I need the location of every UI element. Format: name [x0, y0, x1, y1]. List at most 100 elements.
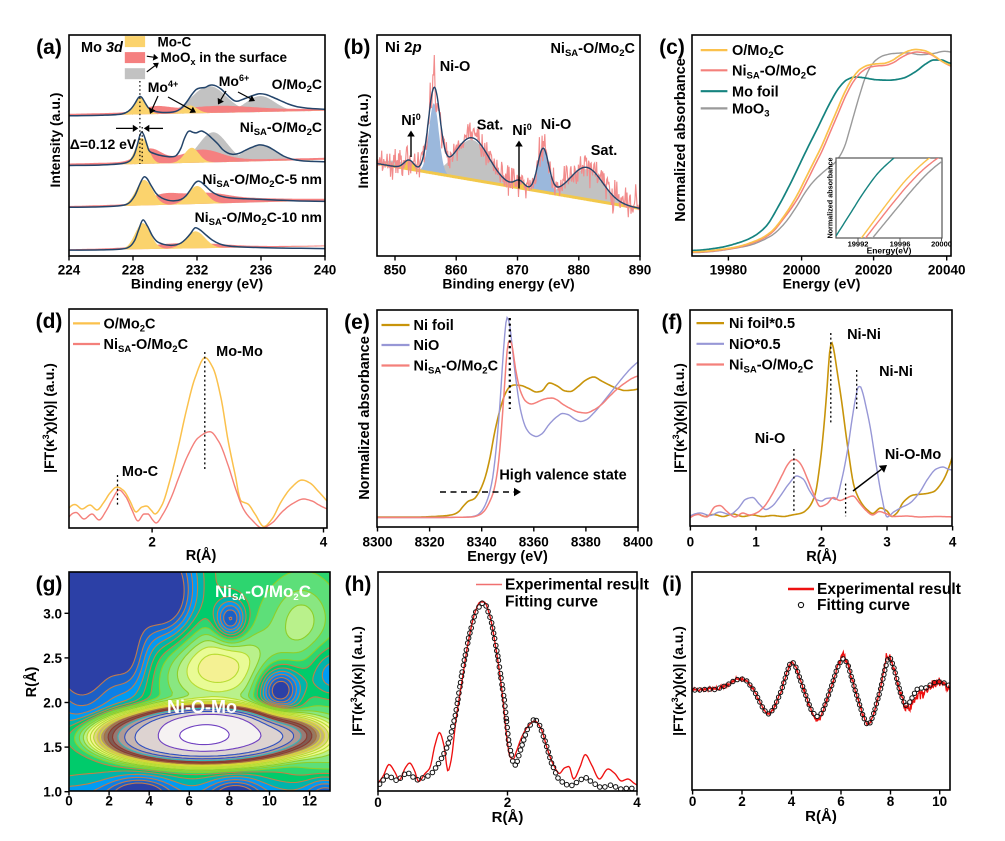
svg-text:(a): (a) — [36, 36, 62, 59]
svg-text:20040: 20040 — [928, 263, 966, 278]
svg-text:(e): (e) — [344, 311, 370, 334]
svg-text:R(Å): R(Å) — [186, 547, 217, 564]
svg-text:890: 890 — [629, 263, 652, 278]
svg-text:|FT(κ3χ)(κ)| (a.u.): |FT(κ3χ)(κ)| (a.u.) — [41, 363, 57, 473]
svg-text:1: 1 — [752, 535, 760, 550]
svg-text:(h): (h) — [345, 573, 372, 596]
svg-text:High valence state: High valence state — [499, 468, 626, 484]
svg-text:(i): (i) — [662, 573, 682, 596]
svg-text:Ni foil: Ni foil — [414, 318, 454, 334]
svg-text:R(Å): R(Å) — [806, 548, 837, 565]
svg-text:8300: 8300 — [362, 535, 392, 550]
svg-text:850: 850 — [384, 263, 407, 278]
svg-text:19996: 19996 — [890, 240, 911, 249]
svg-text:20000: 20000 — [931, 240, 952, 249]
svg-text:12: 12 — [302, 794, 317, 809]
svg-text:(d): (d) — [36, 310, 63, 333]
svg-text:8: 8 — [226, 794, 234, 809]
svg-text:NiSA​-O/Mo2​C-5 nm: NiSA​-O/Mo2​C-5 nm — [202, 171, 322, 190]
svg-text:(f): (f) — [662, 311, 683, 334]
svg-text:Mo 3d: Mo 3d — [81, 40, 124, 56]
svg-text:Fitting curve: Fitting curve — [505, 594, 598, 611]
svg-text:MoO3​: MoO3​ — [732, 102, 770, 120]
svg-text:880: 880 — [568, 263, 591, 278]
svg-text:4: 4 — [145, 794, 153, 809]
svg-text:NiO: NiO — [414, 338, 440, 354]
svg-text:0: 0 — [65, 794, 73, 809]
svg-text:2: 2 — [105, 794, 113, 809]
svg-text:20000: 20000 — [783, 263, 821, 278]
svg-text:|FT(κ3χ)(κ)| (a.u.): |FT(κ3χ)(κ)| (a.u.) — [670, 626, 686, 736]
svg-text:Energy (eV): Energy (eV) — [783, 276, 861, 292]
svg-text:2: 2 — [148, 535, 156, 550]
svg-text:|FT(κ3χ)(κ)| (a.u.): |FT(κ3χ)(κ)| (a.u.) — [671, 363, 687, 473]
svg-text:0: 0 — [689, 794, 697, 809]
svg-text:(b): (b) — [344, 36, 371, 59]
svg-text:Fitting curve: Fitting curve — [817, 597, 910, 614]
svg-text:Ni-O: Ni-O — [541, 117, 572, 133]
svg-text:Normalized absorbance: Normalized absorbance — [826, 157, 835, 238]
svg-text:R(Å): R(Å) — [23, 667, 40, 698]
svg-text:6: 6 — [186, 794, 194, 809]
svg-text:8400: 8400 — [623, 535, 653, 550]
svg-text:Intensity (a.u.): Intensity (a.u.) — [47, 93, 63, 188]
svg-text:Mo-Mo: Mo-Mo — [216, 344, 263, 360]
svg-text:Ni 2p: Ni 2p — [385, 39, 422, 56]
svg-text:Ni-Ni: Ni-Ni — [879, 364, 913, 380]
svg-text:Mo-C: Mo-C — [158, 34, 192, 49]
svg-text:Ni-O: Ni-O — [755, 431, 786, 447]
svg-text:O/Mo2​C: O/Mo2​C — [732, 43, 785, 61]
svg-text:19992: 19992 — [848, 240, 869, 249]
svg-text:228: 228 — [122, 263, 145, 278]
svg-text:4: 4 — [788, 794, 796, 809]
svg-text:Ni-O-Mo: Ni-O-Mo — [167, 697, 237, 717]
svg-text:0: 0 — [687, 535, 695, 550]
svg-text:870: 870 — [506, 263, 529, 278]
svg-text:Ni-O-Mo: Ni-O-Mo — [885, 447, 942, 463]
svg-text:Normalized absorbance: Normalized absorbance — [673, 58, 689, 222]
svg-text:Δ=0.12 eV: Δ=0.12 eV — [70, 136, 137, 152]
svg-text:Sat.: Sat. — [591, 143, 618, 159]
svg-text:8320: 8320 — [415, 535, 445, 550]
svg-text:1.0: 1.0 — [43, 785, 62, 800]
svg-text:4: 4 — [949, 535, 957, 550]
svg-text:236: 236 — [250, 263, 273, 278]
svg-text:Normalized absorbance: Normalized absorbance — [357, 336, 373, 500]
svg-text:Experimental result: Experimental result — [505, 577, 649, 594]
svg-text:232: 232 — [186, 263, 209, 278]
svg-text:6: 6 — [837, 794, 845, 809]
svg-text:1.5: 1.5 — [43, 740, 62, 755]
svg-text:20020: 20020 — [855, 263, 893, 278]
svg-text:MoOx​ in the surface: MoOx​ in the surface — [161, 50, 288, 67]
svg-text:Mo-C: Mo-C — [122, 464, 159, 480]
svg-text:Experimental result: Experimental result — [817, 581, 961, 598]
svg-text:224: 224 — [58, 263, 81, 278]
svg-text:NiSA​-O/Mo2​C-10 nm: NiSA​-O/Mo2​C-10 nm — [195, 209, 322, 228]
svg-text:2: 2 — [504, 795, 512, 810]
svg-text:NiO*0.5: NiO*0.5 — [729, 337, 781, 353]
svg-text:Ni foil*0.5: Ni foil*0.5 — [729, 316, 795, 332]
svg-text:Sat.: Sat. — [477, 118, 504, 134]
svg-text:(g): (g) — [36, 573, 63, 596]
svg-text:8: 8 — [887, 794, 895, 809]
svg-text:Energy(eV): Energy(eV) — [867, 246, 912, 256]
svg-text:O/Mo2​C: O/Mo2​C — [104, 316, 157, 334]
svg-text:8360: 8360 — [519, 535, 549, 550]
svg-text:8380: 8380 — [571, 535, 601, 550]
svg-text:2: 2 — [738, 794, 746, 809]
svg-text:2.0: 2.0 — [43, 696, 62, 711]
svg-text:2: 2 — [818, 535, 826, 550]
svg-text:3.0: 3.0 — [43, 606, 62, 621]
svg-text:(c): (c) — [659, 36, 685, 59]
svg-text:860: 860 — [445, 263, 468, 278]
svg-text:R(Å): R(Å) — [805, 808, 837, 825]
svg-text:19980: 19980 — [710, 263, 748, 278]
svg-text:2.5: 2.5 — [43, 651, 62, 666]
svg-text:8340: 8340 — [467, 535, 497, 550]
svg-text:4: 4 — [320, 535, 328, 550]
svg-text:Binding energy (eV): Binding energy (eV) — [442, 276, 574, 292]
svg-text:4: 4 — [633, 795, 641, 810]
svg-text:|FT(κ3χ)(κ)| (a.u.): |FT(κ3χ)(κ)| (a.u.) — [349, 626, 365, 736]
svg-text:Energy (eV): Energy (eV) — [467, 549, 548, 565]
svg-text:Binding energy (eV): Binding energy (eV) — [131, 276, 263, 292]
